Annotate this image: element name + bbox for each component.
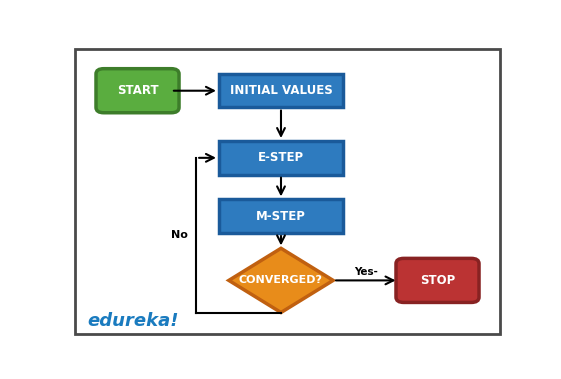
Text: START: START [117, 84, 158, 97]
FancyBboxPatch shape [96, 69, 179, 113]
FancyBboxPatch shape [219, 141, 343, 175]
Polygon shape [229, 248, 333, 313]
Text: Yes-: Yes- [354, 266, 378, 277]
Text: No: No [171, 230, 187, 240]
FancyBboxPatch shape [219, 74, 343, 108]
Text: STOP: STOP [420, 274, 455, 287]
FancyBboxPatch shape [219, 199, 343, 233]
Text: M-STEP: M-STEP [256, 210, 306, 223]
Text: edureka!: edureka! [88, 312, 179, 330]
Text: E-STEP: E-STEP [258, 151, 304, 164]
FancyBboxPatch shape [396, 258, 479, 302]
Text: INITIAL VALUES: INITIAL VALUES [229, 84, 332, 97]
Text: CONVERGED?: CONVERGED? [239, 276, 323, 285]
